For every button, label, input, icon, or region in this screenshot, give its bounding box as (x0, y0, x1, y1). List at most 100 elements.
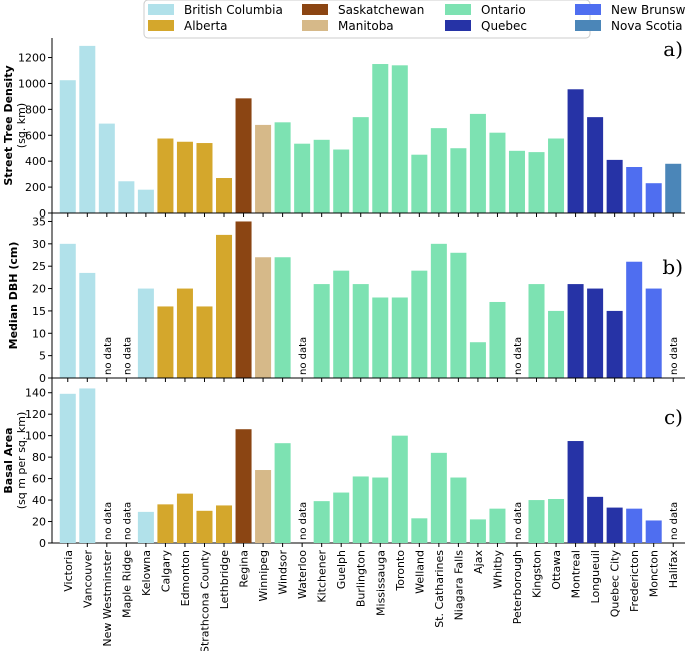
panel-a-bar-waterloo (294, 143, 311, 213)
panel-c-bar-windsor (274, 443, 291, 543)
panel-a-bar-victoria (59, 80, 76, 213)
panel-c-bar-toronto (391, 435, 408, 543)
panel-a-bar-peterborough (508, 150, 525, 213)
legend-swatch-british-columbia (148, 4, 174, 15)
legend-label-nova-scotia: Nova Scotia (611, 19, 683, 33)
panel-b-y-tick-label-20: 20 (32, 283, 46, 296)
panel-a-bar-new-westminster (98, 123, 115, 213)
panel-b-bar-victoria (59, 243, 76, 378)
panel-a-bar-ajax (469, 113, 486, 213)
panel-a-bar-whitby (489, 132, 506, 213)
legend-swatch-manitoba (302, 20, 328, 31)
panel-c-y-tick-label-40: 40 (32, 494, 46, 507)
x-tick-label-toronto: Toronto (394, 550, 407, 592)
panel-a-bar-fredericton (626, 167, 643, 213)
panel-c-bar-burlington (352, 476, 369, 543)
panel-a-bar-halifax (665, 163, 682, 213)
x-tick-label-moncton: Moncton (648, 550, 661, 597)
x-tick-label-winnipeg: Winnipeg (257, 550, 270, 601)
legend-swatch-nova-scotia (575, 20, 601, 31)
panel-b-bar-winnipeg (255, 257, 272, 378)
x-tick-label-quebec-city: Quebec City (609, 550, 622, 618)
panel-c-bar-longueuil (587, 496, 604, 543)
panel-c-y-tick-label-60: 60 (32, 473, 46, 486)
panel-b-bar-mississauga (372, 297, 389, 378)
panel-c-no-data-waterloo: no data (298, 502, 309, 540)
panel-c-bar-lethbridge (216, 505, 233, 543)
panel-c-bar-kingston (528, 500, 545, 543)
x-tick-label-lethbridge: Lethbridge (218, 550, 231, 610)
panel-b-bar-vancouver (79, 272, 96, 378)
panel-a-y-tick-label-0: 0 (39, 207, 46, 220)
panel-b-y-tick-label-0: 0 (39, 372, 46, 385)
panel-a-y-tick-label-1000: 1000 (18, 77, 46, 90)
panel-a-bar-mississauga (372, 64, 389, 213)
x-tick-label-kingston: Kingston (531, 550, 544, 598)
panel-a-bar-edmonton (176, 141, 193, 213)
panel-c-y-label: Basal Area (2, 427, 15, 493)
panel-b-y-label: Median DBH (cm) (7, 242, 20, 350)
panel-c-bar-niagara-falls (450, 477, 467, 543)
panel-c-bar-victoria (59, 393, 76, 543)
panel-c-bar-moncton (645, 520, 662, 543)
legend-label-new-brunswick: New Brunswick (611, 3, 685, 17)
panel-c-bar-guelph (333, 492, 350, 543)
legend-swatch-quebec (445, 20, 471, 31)
x-tick-label-fredericton: Fredericton (628, 550, 641, 612)
x-tick-label-maple-ridge: Maple Ridge (120, 550, 133, 618)
panel-a-bar-toronto (391, 65, 408, 214)
x-tick-label-whitby: Whitby (491, 550, 504, 589)
panel-c-bar-st-catharines (430, 452, 447, 543)
panel-c-bar-kelowna (137, 511, 154, 543)
x-tick-label-welland: Welland (413, 550, 426, 594)
panel-b-bar-welland (411, 270, 428, 378)
panel-b-no-data-waterloo: no data (298, 337, 309, 375)
panel-c-y-tick-label-140: 140 (25, 387, 46, 400)
panel-a-y-tick-label-600: 600 (25, 129, 46, 142)
panel-c-bar-fredericton (626, 508, 643, 543)
panel-b-y-tick-label-5: 5 (39, 350, 46, 363)
x-tick-label-mississauga: Mississauga (374, 550, 387, 616)
panel-b-bar-guelph (333, 270, 350, 378)
x-tick-label-montreal: Montreal (570, 550, 583, 598)
panel-b-bar-whitby (489, 301, 506, 378)
panel-a-bar-windsor (274, 122, 291, 213)
legend-label-british-columbia: British Columbia (184, 3, 283, 17)
panel-b-bar-kingston (528, 284, 545, 378)
panel-b-y-tick-label-10: 10 (32, 327, 46, 340)
panel-a-y-tick-label-200: 200 (25, 181, 46, 194)
legend-label-alberta: Alberta (184, 19, 228, 33)
legend-swatch-new-brunswick (575, 4, 601, 15)
panel-b-bar-toronto (391, 297, 408, 378)
panel-b-bar-edmonton (176, 288, 193, 378)
panel-a-bar-lethbridge (216, 178, 233, 213)
panel-b-no-data-halifax: no data (669, 337, 680, 375)
x-tick-label-waterloo: Waterloo (296, 550, 309, 599)
x-tick-label-kitchener: Kitchener (316, 550, 329, 603)
x-tick-label-edmonton: Edmonton (179, 550, 192, 606)
panel-b-no-data-new-westminster: no data (103, 337, 114, 375)
panel-c-bar-ottawa (548, 498, 565, 543)
panel-b-bar-calgary (157, 306, 174, 378)
panel-b-bar-ottawa (548, 310, 565, 378)
legend-swatch-alberta (148, 20, 174, 31)
panel-b-bar-longueuil (587, 288, 604, 378)
panel-c-bar-calgary (157, 504, 174, 543)
panel-c-y-label-units: (sq m per sq. km) (15, 412, 28, 510)
panel-a-bar-regina (235, 98, 252, 213)
panel-c-bar-regina (235, 429, 252, 543)
x-tick-label-strathcona-county: Strathcona County (198, 550, 211, 651)
x-tick-label-peterborough: Peterborough (511, 550, 524, 624)
panel-b-bar-regina (235, 221, 252, 378)
panel-c-y-tick-label-120: 120 (25, 408, 46, 421)
panel-a-panel-label: a) (663, 37, 683, 61)
x-tick-label-victoria: Victoria (62, 550, 75, 592)
panel-b-bar-strathcona-county (196, 306, 213, 378)
panel-b-bar-windsor (274, 257, 291, 378)
x-tick-label-halifax: Halifax (667, 550, 680, 589)
panel-b-bar-burlington (352, 284, 369, 378)
x-tick-label-guelph: Guelph (335, 550, 348, 589)
panel-a-bar-winnipeg (255, 124, 272, 213)
panel-b-bar-lethbridge (216, 234, 233, 378)
